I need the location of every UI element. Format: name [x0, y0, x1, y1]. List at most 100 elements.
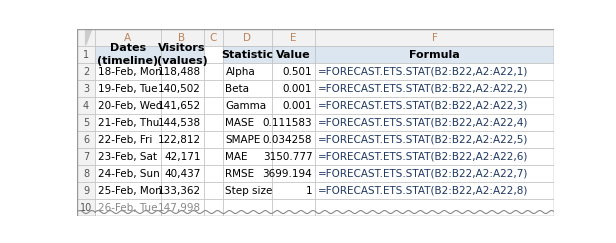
Text: 40,437: 40,437 [164, 169, 201, 179]
Bar [161, 182, 203, 199]
Text: 25-Feb, Mon: 25-Feb, Mon [98, 186, 162, 196]
Text: A: A [124, 33, 131, 43]
Bar [95, 182, 161, 199]
Bar [203, 182, 222, 199]
Bar [315, 63, 554, 80]
Text: Step size: Step size [225, 186, 273, 196]
Bar [222, 131, 272, 148]
Bar [272, 114, 315, 131]
Text: Alpha: Alpha [225, 67, 255, 77]
Bar [161, 114, 203, 131]
Bar [95, 46, 161, 63]
Text: =FORECAST.ETS.STAT(B2:B22,A2:A22,3): =FORECAST.ETS.STAT(B2:B22,A2:A22,3) [318, 101, 528, 111]
Text: 2: 2 [83, 67, 89, 77]
Bar [95, 165, 161, 182]
Bar [95, 199, 161, 216]
Text: =FORECAST.ETS.STAT(B2:B22,A2:A22,6): =FORECAST.ETS.STAT(B2:B22,A2:A22,6) [318, 152, 528, 162]
Bar [315, 165, 554, 182]
Text: Dates
(timeline): Dates (timeline) [97, 43, 158, 66]
Bar [203, 148, 222, 165]
Bar [315, 148, 554, 165]
Text: 0.001: 0.001 [283, 101, 312, 111]
Bar [203, 131, 222, 148]
Text: =FORECAST.ETS.STAT(B2:B22,A2:A22,5): =FORECAST.ETS.STAT(B2:B22,A2:A22,5) [318, 135, 528, 145]
Bar [77, 148, 95, 165]
Text: Statistic: Statistic [221, 50, 273, 60]
Text: =FORECAST.ETS.STAT(B2:B22,A2:A22,2): =FORECAST.ETS.STAT(B2:B22,A2:A22,2) [318, 84, 528, 94]
Text: 9: 9 [83, 186, 89, 196]
Bar [222, 165, 272, 182]
Bar [272, 97, 315, 114]
Text: 122,812: 122,812 [158, 135, 201, 145]
Bar [77, 29, 95, 46]
Text: Gamma: Gamma [225, 101, 267, 111]
Text: F: F [432, 33, 437, 43]
Bar [203, 46, 222, 63]
Bar [272, 165, 315, 182]
Bar [203, 114, 222, 131]
Bar [161, 46, 203, 63]
Bar [203, 63, 222, 80]
Text: 23-Feb, Sat: 23-Feb, Sat [98, 152, 157, 162]
Bar [77, 80, 95, 97]
Text: 10: 10 [80, 203, 92, 213]
Polygon shape [86, 30, 91, 45]
Text: RMSE: RMSE [225, 169, 254, 179]
Bar [315, 114, 554, 131]
Bar [95, 131, 161, 148]
Text: 24-Feb, Sun: 24-Feb, Sun [98, 169, 160, 179]
Bar [272, 46, 315, 63]
Text: D: D [243, 33, 251, 43]
Bar [77, 199, 95, 216]
Bar [222, 199, 272, 216]
Bar [161, 165, 203, 182]
Bar [315, 97, 554, 114]
Text: MASE: MASE [225, 118, 254, 128]
Text: 140,502: 140,502 [158, 84, 201, 94]
Text: C: C [209, 33, 217, 43]
Bar [272, 80, 315, 97]
Text: 42,171: 42,171 [164, 152, 201, 162]
Bar [203, 165, 222, 182]
Bar [222, 114, 272, 131]
Text: =FORECAST.ETS.STAT(B2:B22,A2:A22,8): =FORECAST.ETS.STAT(B2:B22,A2:A22,8) [318, 186, 528, 196]
Bar [95, 148, 161, 165]
Text: SMAPE: SMAPE [225, 135, 261, 145]
Bar [161, 63, 203, 80]
Text: 147,998: 147,998 [158, 203, 201, 213]
Bar [77, 97, 95, 114]
Bar [77, 63, 95, 80]
Text: 4: 4 [83, 101, 89, 111]
Bar [272, 148, 315, 165]
Text: 21-Feb, Thu: 21-Feb, Thu [98, 118, 160, 128]
Bar [222, 182, 272, 199]
Text: =FORECAST.ETS.STAT(B2:B22,A2:A22,1): =FORECAST.ETS.STAT(B2:B22,A2:A22,1) [318, 67, 528, 77]
Text: 8: 8 [83, 169, 89, 179]
Text: 141,652: 141,652 [158, 101, 201, 111]
Bar [315, 46, 554, 63]
Bar [77, 131, 95, 148]
Bar [272, 182, 315, 199]
Text: Value: Value [276, 50, 310, 60]
Text: 0.001: 0.001 [283, 84, 312, 94]
Text: Beta: Beta [225, 84, 249, 94]
Bar [272, 29, 315, 46]
Text: 0.111583: 0.111583 [263, 118, 312, 128]
Bar [95, 97, 161, 114]
Bar [95, 80, 161, 97]
Text: 3: 3 [83, 84, 89, 94]
Bar [77, 182, 95, 199]
Text: 0.034258: 0.034258 [263, 135, 312, 145]
Text: 1: 1 [83, 50, 89, 60]
Text: =FORECAST.ETS.STAT(B2:B22,A2:A22,4): =FORECAST.ETS.STAT(B2:B22,A2:A22,4) [318, 118, 528, 128]
Bar [161, 131, 203, 148]
Text: 144,538: 144,538 [158, 118, 201, 128]
Bar [222, 46, 272, 63]
Text: 118,488: 118,488 [158, 67, 201, 77]
Bar [222, 97, 272, 114]
Text: 6: 6 [83, 135, 89, 145]
Bar [315, 199, 554, 216]
Text: 18-Feb, Mon: 18-Feb, Mon [98, 67, 162, 77]
Bar [203, 97, 222, 114]
Bar [77, 165, 95, 182]
